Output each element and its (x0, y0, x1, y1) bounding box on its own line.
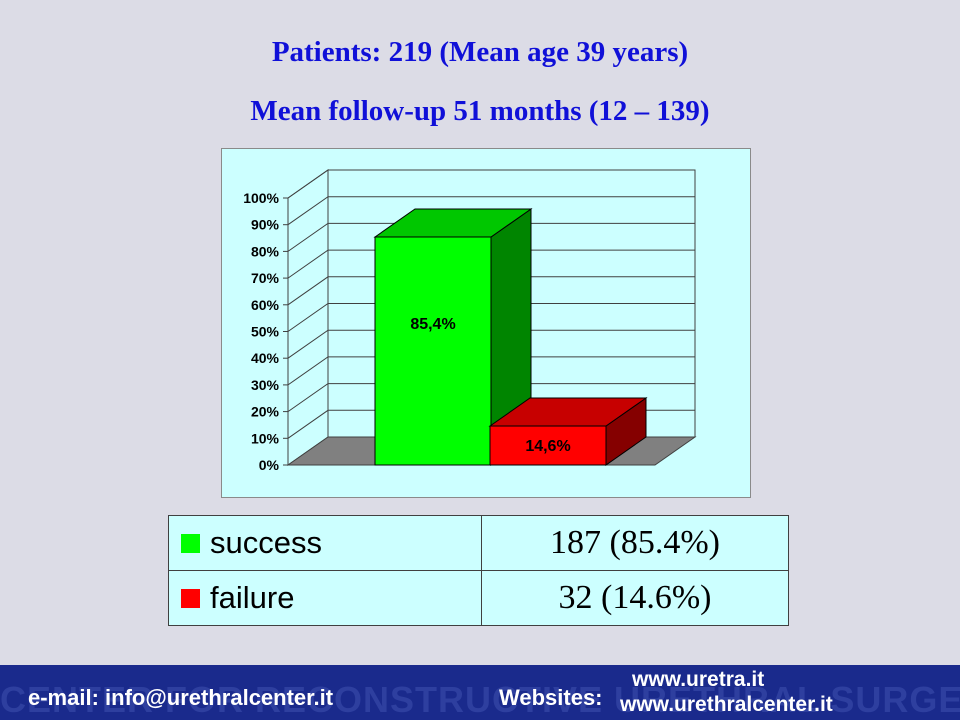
failure-label-cell: failure (168, 570, 482, 626)
data-label-success: 85,4% (410, 316, 455, 333)
y-tick-label: 0% (259, 457, 280, 473)
gridline (287, 383, 695, 413)
gridline (287, 276, 695, 306)
gridline (287, 222, 695, 252)
y-tick-label: 80% (251, 243, 280, 259)
y-tick-label: 40% (251, 350, 280, 366)
footer-link-urethralcenter[interactable]: www.urethralcenter.it (620, 693, 833, 716)
gridline (287, 303, 695, 332)
gridline (287, 196, 695, 226)
bar-front-failure (489, 425, 607, 466)
y-tick-label: 90% (251, 217, 280, 233)
table-row-failure: failure 32 (14.6%) (168, 570, 789, 626)
failure-label: failure (210, 580, 295, 615)
bar-failure (488, 397, 648, 466)
success-label: success (210, 525, 322, 560)
success-label-cell: success (168, 515, 482, 571)
footer-watermark: CENTER FOR RECONSTRUCTIVE URETHRAL SURGE… (0, 679, 960, 720)
y-tick-label: 30% (251, 377, 280, 393)
gridline (287, 249, 695, 279)
bar-success (373, 208, 533, 466)
chart-area: 0% 10% 20% 30% 40% 50% 60% 70% 80% 90% 100% 85,4% 1… (221, 148, 751, 498)
title-patients: Patients: 219 (Mean age 39 years) (271, 36, 689, 68)
failure-value: 32 (14.6%) (481, 570, 789, 626)
footer-email[interactable]: e-mail: info@urethralcenter.it (28, 685, 334, 710)
y-tick-label: 10% (251, 430, 280, 446)
y-tick-label: 70% (251, 270, 280, 286)
success-swatch (181, 533, 200, 553)
footer-bar: CENTER FOR RECONSTRUCTIVE URETHRAL SURGE… (0, 665, 960, 720)
success-value: 187 (85.4%) (481, 515, 789, 571)
y-tick-label: 50% (251, 324, 280, 340)
failure-swatch (181, 588, 200, 608)
table-row-success: success 187 (85.4%) (168, 515, 789, 571)
bar-front-success (374, 236, 492, 466)
title-follow-up: Mean follow-up 51 months (12 – 139) (250, 95, 710, 127)
gridline (287, 329, 695, 359)
y-tick-label: 60% (251, 297, 280, 313)
gridline (287, 356, 695, 386)
data-label-failure: 14,6% (525, 438, 570, 455)
bar-chart-3d: 0% 10% 20% 30% 40% 50% 60% 70% 80% 90% 100% 85,4% 1… (243, 169, 697, 473)
y-tick-label: 100% (243, 190, 279, 206)
footer-websites-label: Websites: (499, 685, 603, 710)
gridline (287, 169, 695, 199)
y-tick-label: 20% (251, 404, 280, 420)
footer-link-uretra[interactable]: www.uretra.it (632, 668, 765, 691)
results-table: success 187 (85.4%) failure 32 (14.6%) (168, 515, 789, 626)
